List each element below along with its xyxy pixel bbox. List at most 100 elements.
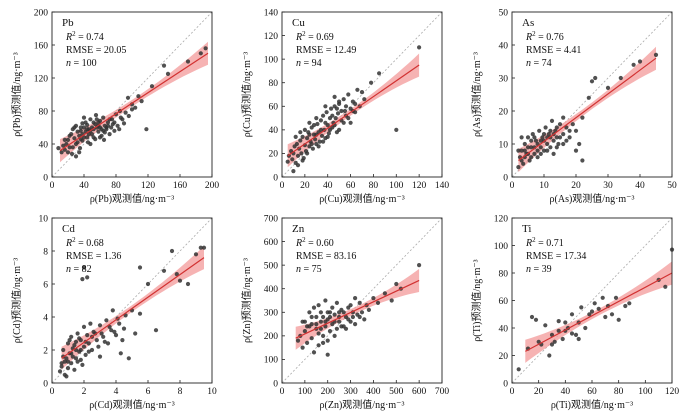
x-tick-label: 600 <box>412 387 427 397</box>
data-point <box>567 128 572 133</box>
data-point <box>547 353 552 358</box>
x-tick-label: 8 <box>178 387 183 397</box>
y-axis-label: ρ(Cu)预测值/ng·m⁻³ <box>240 52 253 137</box>
data-point <box>65 359 71 364</box>
data-point <box>113 333 119 338</box>
data-point <box>77 146 83 151</box>
panel-element-label: As <box>522 17 534 29</box>
data-point <box>72 136 77 141</box>
data-point <box>321 314 326 320</box>
data-point <box>290 157 295 162</box>
x-tick-label: 50 <box>667 181 677 191</box>
data-point <box>348 303 353 308</box>
x-tick-label: 10 <box>207 387 217 397</box>
data-point <box>554 125 559 130</box>
data-point <box>337 310 342 315</box>
data-point <box>342 108 347 114</box>
y-tick-label: 200 <box>34 8 49 18</box>
data-point <box>564 138 569 143</box>
x-tick-label: 120 <box>412 181 427 191</box>
y-tick-label: 80 <box>39 107 49 117</box>
data-point <box>81 125 87 130</box>
data-point <box>125 95 131 100</box>
data-point <box>561 141 566 147</box>
y-axis-label: ρ(Pb)预测值/ng·m⁻³ <box>10 52 23 136</box>
data-point <box>67 338 72 343</box>
data-point <box>329 106 334 111</box>
data-point <box>557 122 563 127</box>
data-point <box>551 151 556 156</box>
sample-count-label: n = 39 <box>526 264 552 275</box>
data-point <box>318 118 323 123</box>
data-point <box>339 324 344 329</box>
r-squared-label: R2 = 0.71 <box>525 236 564 249</box>
data-point <box>545 148 550 153</box>
data-point <box>315 121 320 127</box>
data-point <box>327 127 333 132</box>
data-point <box>62 359 67 364</box>
y-tick-label: 160 <box>34 41 49 51</box>
data-point <box>533 317 539 322</box>
data-point <box>519 135 524 140</box>
data-point <box>77 336 82 341</box>
data-point <box>346 116 351 121</box>
data-point <box>330 305 335 310</box>
data-point <box>538 138 543 143</box>
regression-line <box>525 272 673 352</box>
data-point <box>573 148 579 153</box>
data-point <box>96 120 101 125</box>
data-point <box>65 137 71 142</box>
x-tick-label: 20 <box>300 181 310 191</box>
data-point <box>137 311 143 316</box>
x-tick-label: 200 <box>321 387 336 397</box>
plot-frame <box>511 11 673 178</box>
data-point <box>596 306 601 311</box>
data-point <box>144 127 149 132</box>
data-point <box>561 115 566 120</box>
x-tick-label: 200 <box>205 181 220 191</box>
y-tick-label: 120 <box>264 32 279 42</box>
data-point <box>118 351 123 356</box>
data-point <box>94 338 99 343</box>
data-point <box>589 79 595 84</box>
data-point <box>117 127 122 132</box>
y-tick-label: 140 <box>264 8 279 18</box>
data-point <box>64 356 69 361</box>
data-point <box>653 52 659 58</box>
data-point <box>337 127 342 132</box>
data-point <box>532 135 537 140</box>
panel-zn: 0 100 200 300 400 500 600 700 0 100 200 300 400 500 60… <box>240 214 449 411</box>
plot-frame <box>51 217 213 384</box>
data-point <box>61 143 66 148</box>
y-tick-label: 700 <box>264 214 279 224</box>
data-point <box>96 344 101 349</box>
data-point <box>627 301 632 306</box>
data-point <box>357 314 362 320</box>
data-point <box>75 359 80 364</box>
data-point <box>64 374 69 379</box>
x-tick-label: 40 <box>635 181 645 191</box>
data-point <box>316 303 321 308</box>
data-point <box>333 116 338 121</box>
data-point <box>337 319 342 324</box>
data-point <box>318 127 323 132</box>
y-tick-label: 200 <box>264 332 279 342</box>
x-axis-label: ρ(Pb)观测值/ng·m⁻³ <box>90 192 174 205</box>
data-point <box>519 148 524 153</box>
data-point <box>580 158 585 163</box>
data-point <box>573 332 579 337</box>
y-tick-label: 80 <box>269 79 279 89</box>
data-point <box>529 138 534 143</box>
y-tick-label: 8 <box>43 247 48 257</box>
data-point <box>302 329 307 334</box>
data-point <box>323 120 328 125</box>
data-point <box>576 336 581 342</box>
data-point <box>307 310 312 315</box>
data-point <box>78 125 83 130</box>
data-point <box>554 145 559 150</box>
data-point <box>357 300 362 305</box>
sample-count-label: n = 75 <box>296 264 322 275</box>
